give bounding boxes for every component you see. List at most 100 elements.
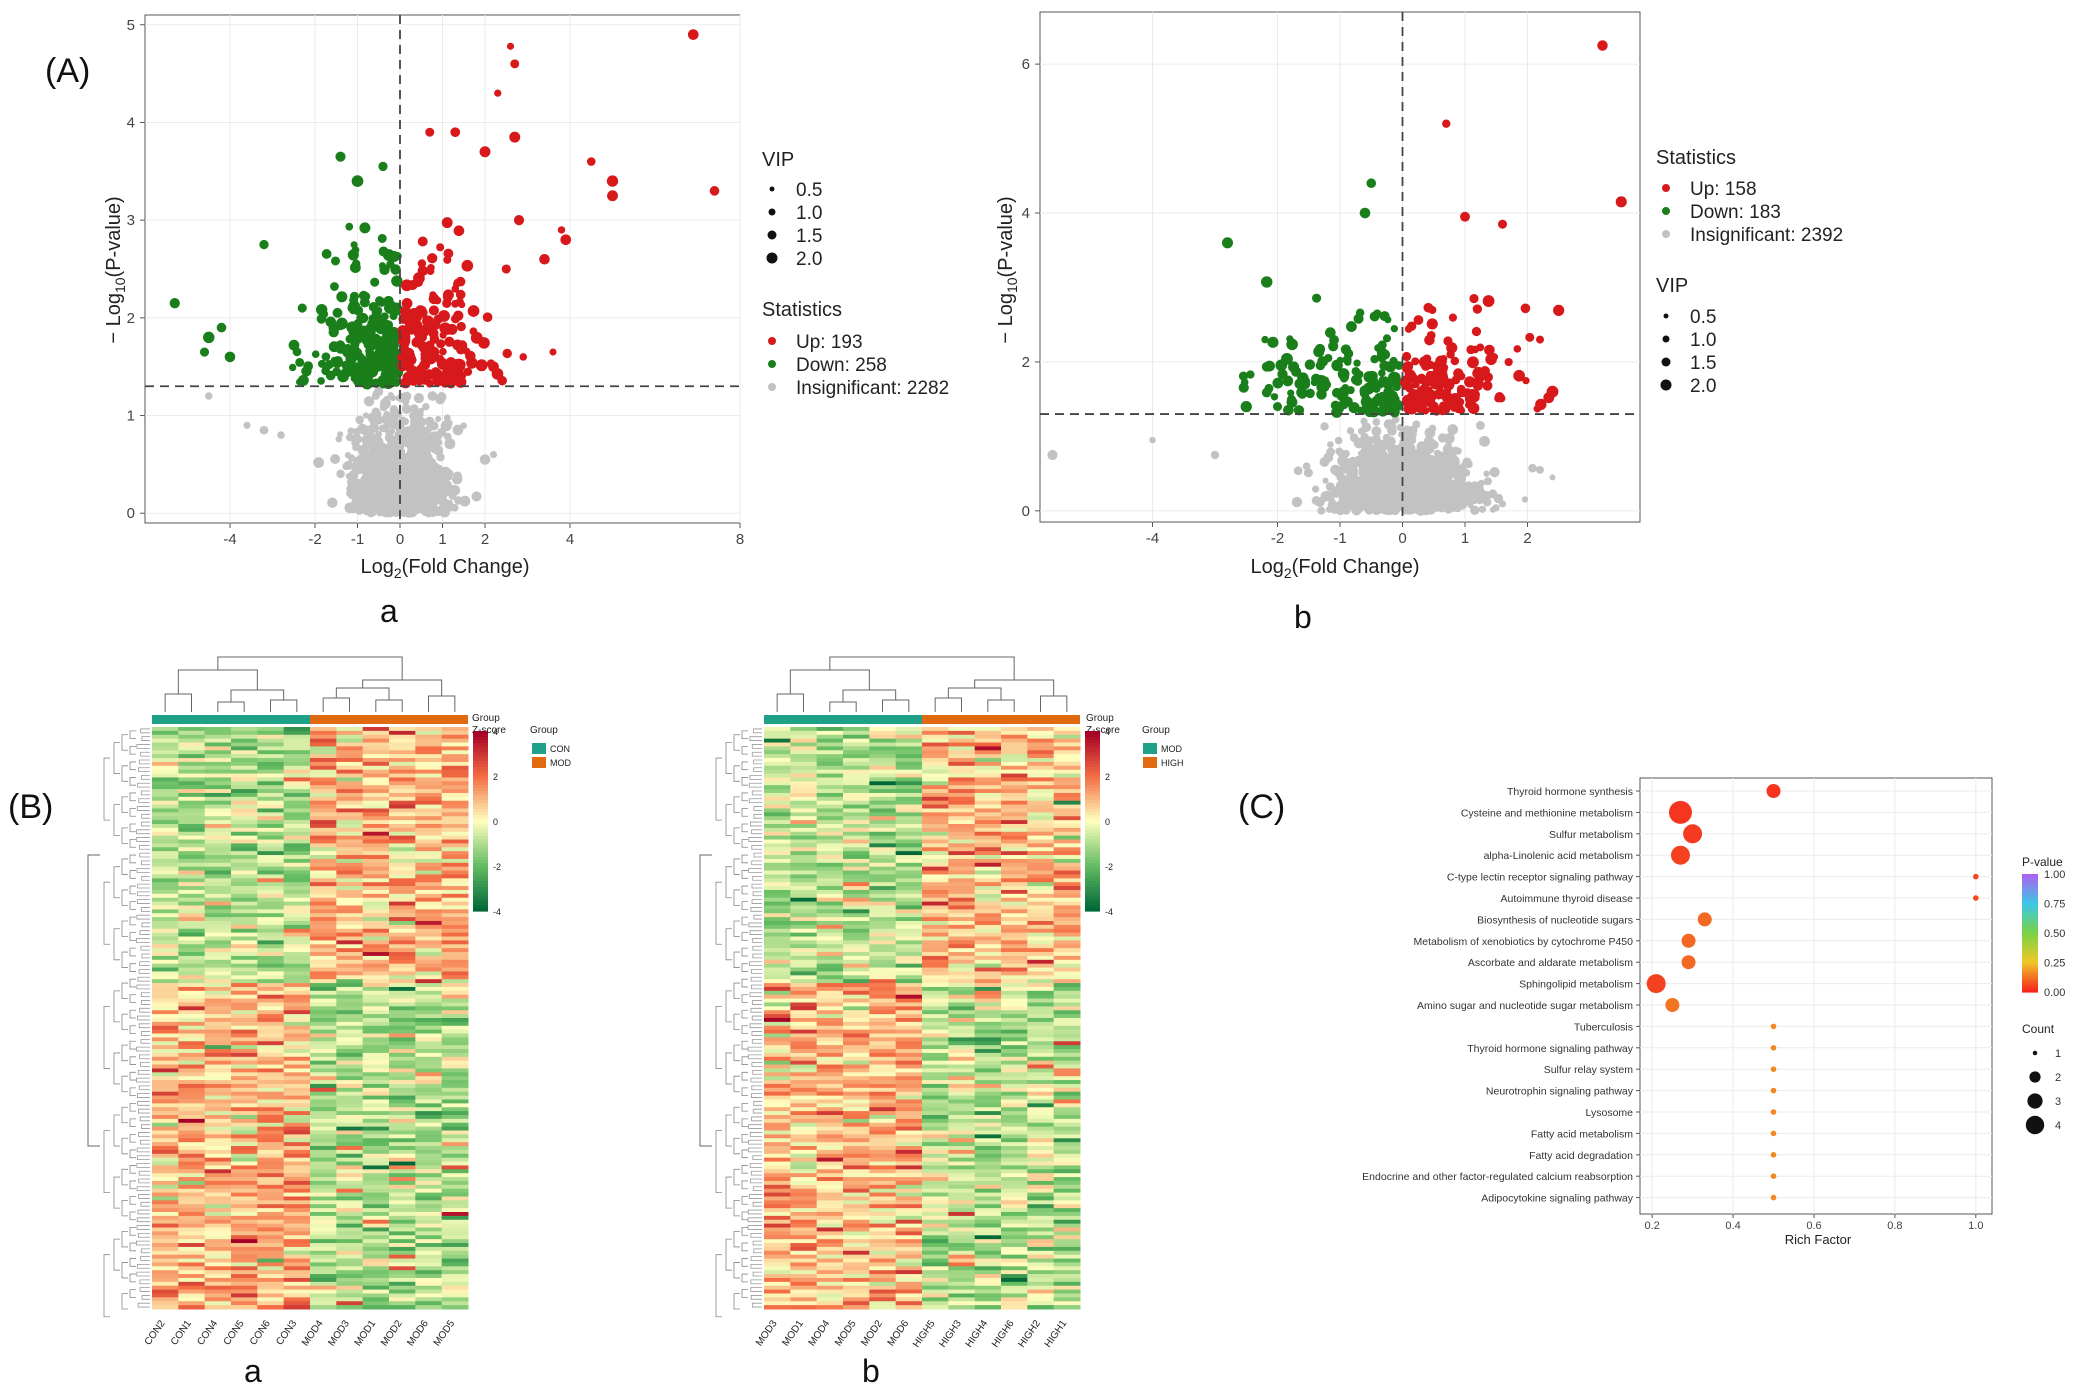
heatmap-cell: [231, 1188, 258, 1194]
heatmap-cell: [204, 1103, 232, 1108]
heatmap-cell: [389, 855, 416, 860]
heatmap-cell: [389, 1029, 416, 1035]
point-down: [1221, 237, 1234, 249]
dendrogram-branch: [141, 875, 150, 881]
x-tick-label: 2: [1523, 530, 1531, 547]
heatmap-cell: [283, 808, 311, 813]
heatmap-cell: [178, 1165, 206, 1170]
point-up: [1447, 400, 1457, 410]
heatmap-cell: [283, 994, 311, 1000]
heatmap-cell: [178, 758, 206, 763]
heatmap-cell: [204, 1180, 232, 1186]
heatmap-cell: [415, 777, 443, 782]
heatmap-cell: [389, 761, 416, 767]
heatmap-cell: [257, 1095, 285, 1100]
heatmap-cell: [178, 921, 206, 926]
heatmap-cell: [441, 1177, 469, 1182]
heatmap-cell: [336, 1045, 364, 1050]
point-down: [1313, 346, 1325, 358]
heatmap-cell: [415, 1095, 443, 1100]
heatmap-cell: [415, 1254, 443, 1260]
heatmap-cell: [204, 789, 232, 794]
point-insignificant: [1291, 496, 1303, 508]
heatmap-cell: [415, 839, 443, 844]
heatmap-cell: [415, 963, 443, 969]
y-tick-label: 0: [127, 505, 135, 522]
heatmap-cell: [441, 1083, 469, 1089]
point-insignificant: [1475, 484, 1484, 493]
point-insignificant: [366, 432, 375, 440]
heatmap-cell: [231, 765, 258, 771]
heatmap-cell: [152, 963, 179, 969]
heatmap-cell: [283, 940, 311, 945]
heatmap-cell: [178, 808, 206, 813]
heatmap-cell: [362, 866, 390, 872]
heatmap-cell: [362, 1243, 390, 1248]
heatmap-cell: [152, 924, 179, 930]
heatmap-cell: [336, 1138, 364, 1143]
point-down: [1305, 388, 1315, 399]
heatmap-cell: [257, 1029, 285, 1035]
heatmap-cell: [204, 1270, 232, 1275]
heatmap-cell: [204, 1204, 232, 1209]
heatmap-cell: [204, 1076, 232, 1081]
heatmap-cell: [362, 812, 390, 817]
dendrogram-branch: [138, 1085, 150, 1091]
heatmap-cell: [389, 913, 416, 918]
heatmap-cell: [204, 1068, 232, 1073]
heatmap-cell: [310, 1281, 337, 1287]
point-up: [1450, 356, 1460, 366]
heatmap-cell: [152, 820, 179, 825]
heatmap-cell: [389, 1014, 416, 1019]
point-down: [199, 347, 210, 357]
heatmap-cell: [441, 971, 469, 976]
heatmap-cell: [389, 1223, 416, 1229]
point-insignificant: [1465, 481, 1473, 488]
point-insignificant: [1394, 500, 1404, 510]
heatmap-cell: [231, 944, 258, 949]
heatmap-cell: [336, 1204, 364, 1209]
heatmap-cell: [310, 820, 337, 825]
legend-stats-title: Statistics: [1656, 147, 1736, 169]
heatmap-cell: [257, 866, 285, 872]
heatmap-cell: [310, 734, 337, 740]
point-insignificant: [376, 442, 387, 453]
heatmap-cell: [389, 1200, 416, 1205]
heatmap-cell: [362, 1134, 390, 1139]
heatmap-cell: [283, 971, 311, 976]
dendrogram-branch: [129, 916, 136, 926]
heatmap-cell: [310, 1184, 337, 1190]
heatmap-cell: [415, 847, 443, 852]
heatmap-cell: [178, 1122, 206, 1128]
heatmap-cell: [283, 952, 311, 957]
heatmap-cell: [204, 1246, 232, 1252]
heatmap-cell: [178, 761, 206, 767]
heatmap-cell: [362, 1262, 390, 1267]
heatmap-cell: [152, 855, 179, 860]
heatmap-cell: [389, 971, 416, 976]
dendrogram-branch: [140, 945, 150, 951]
heatmap-cell: [204, 1029, 232, 1035]
heatmap-cell: [362, 1223, 390, 1229]
heatmap-cell: [362, 955, 390, 961]
heatmap-cell: [178, 769, 206, 775]
heatmap-cell: [389, 824, 416, 829]
heatmap-cell: [283, 913, 311, 918]
heatmap-cell: [178, 750, 206, 755]
point-insignificant: [1436, 497, 1444, 505]
heatmap-cell: [204, 1281, 232, 1287]
heatmap-cell: [204, 816, 232, 821]
heatmap-cell: [441, 948, 469, 953]
heatmap-cell: [336, 913, 364, 918]
point-insignificant: [1483, 470, 1490, 477]
heatmap-cell: [257, 975, 285, 980]
heatmap-cell: [178, 1180, 206, 1186]
heatmap-cell: [178, 936, 206, 941]
heatmap-cell: [178, 1281, 206, 1287]
heatmap-cell: [283, 789, 311, 794]
heatmap-cell: [178, 1212, 206, 1217]
legend-insig-dot: [768, 383, 776, 391]
legend-insig-dot: [1662, 230, 1670, 238]
heatmap-cell: [336, 952, 364, 957]
heatmap-cell: [362, 761, 390, 767]
